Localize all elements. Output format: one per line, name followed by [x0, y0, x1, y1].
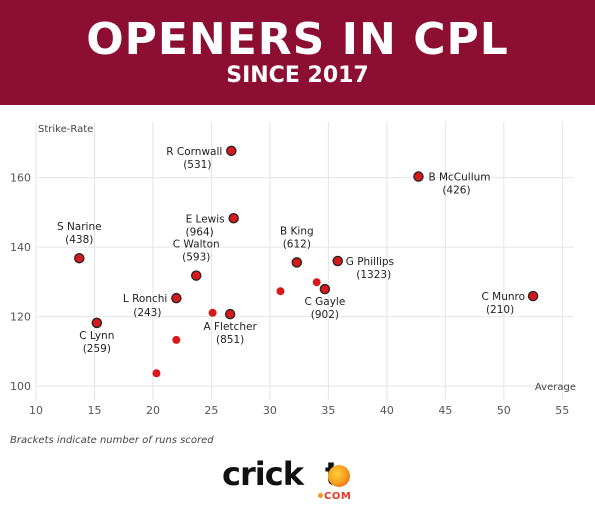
data-point: [291, 257, 303, 268]
point-label: A Fletcher: [204, 321, 258, 333]
x-tick-label: 45: [438, 404, 452, 417]
data-point: [224, 308, 236, 320]
point-runs-label: (531): [183, 159, 211, 171]
data-point: [190, 270, 202, 281]
point-runs-label: (259): [83, 343, 111, 355]
data-point: [172, 335, 181, 344]
y-tick-label: 100: [10, 380, 31, 393]
data-point: [152, 369, 161, 378]
x-tick-label: 55: [555, 404, 569, 417]
point-label: E Lewis: [186, 213, 225, 225]
data-point: [527, 290, 539, 302]
data-point: [312, 278, 321, 287]
data-point: [208, 308, 217, 317]
cricket-com-logo: crickt COM: [222, 455, 382, 505]
point-label: B McCullum: [428, 172, 490, 184]
page-subtitle: SINCE 2017: [226, 63, 369, 88]
x-tick-label: 40: [380, 404, 394, 417]
x-tick-label: 25: [204, 404, 218, 417]
point-label: C Gayle: [304, 296, 345, 308]
footnote: Brackets indicate number of runs scored: [10, 435, 214, 446]
point-runs-label: (1323): [356, 269, 391, 281]
data-point: [226, 145, 237, 157]
point-runs-label: (851): [216, 334, 244, 346]
point-runs-label: (243): [133, 307, 161, 319]
point-label: R Cornwall: [166, 146, 222, 158]
point-runs-label: (902): [311, 309, 339, 321]
x-axis-title: Average: [535, 382, 576, 393]
point-label: B King: [280, 225, 314, 237]
data-point: [319, 283, 331, 295]
y-tick-label: 140: [10, 241, 31, 254]
point-label: S Narine: [57, 221, 102, 233]
point-runs-label: (964): [186, 226, 214, 238]
point-label: C Munro: [482, 291, 526, 303]
data-point: [413, 171, 424, 182]
point-label: L Ronchi: [123, 293, 167, 305]
x-tick-label: 20: [146, 404, 160, 417]
data-point: [74, 252, 85, 264]
logo-dot-icon: [318, 493, 323, 498]
point-runs-label: (593): [182, 252, 210, 264]
header-banner: OPENERS IN CPL SINCE 2017: [0, 0, 595, 105]
logo-wordmark: crickt: [222, 455, 340, 493]
y-tick-label: 160: [10, 172, 31, 185]
x-tick-label: 10: [29, 404, 43, 417]
cricket-ball-icon: [328, 465, 350, 487]
x-tick-label: 35: [321, 404, 335, 417]
logo-suffix: COM: [324, 491, 352, 502]
y-tick-label: 120: [10, 311, 31, 324]
data-point: [332, 255, 343, 267]
point-runs-label: (438): [65, 234, 93, 246]
point-label: G Phillips: [346, 256, 394, 268]
x-tick-label: 15: [87, 404, 101, 417]
point-runs-label: (426): [442, 185, 470, 197]
data-point: [276, 287, 285, 296]
point-runs-label: (210): [486, 304, 514, 316]
point-label: C Lynn: [79, 330, 114, 342]
x-tick-label: 50: [497, 404, 511, 417]
point-label: C Walton: [173, 239, 220, 251]
scatter-chart: 10 15 20 25 30 35 40 45 50 55 100 120 140 160 Strike-R…: [10, 122, 576, 417]
page-title: OPENERS IN CPL: [86, 14, 509, 65]
data-point: [91, 317, 103, 329]
y-axis-title: Strike-Rate: [38, 124, 93, 135]
x-tick-label: 30: [263, 404, 277, 417]
point-runs-label: (612): [283, 238, 311, 250]
data-point: [228, 213, 239, 224]
data-point: [171, 292, 182, 304]
